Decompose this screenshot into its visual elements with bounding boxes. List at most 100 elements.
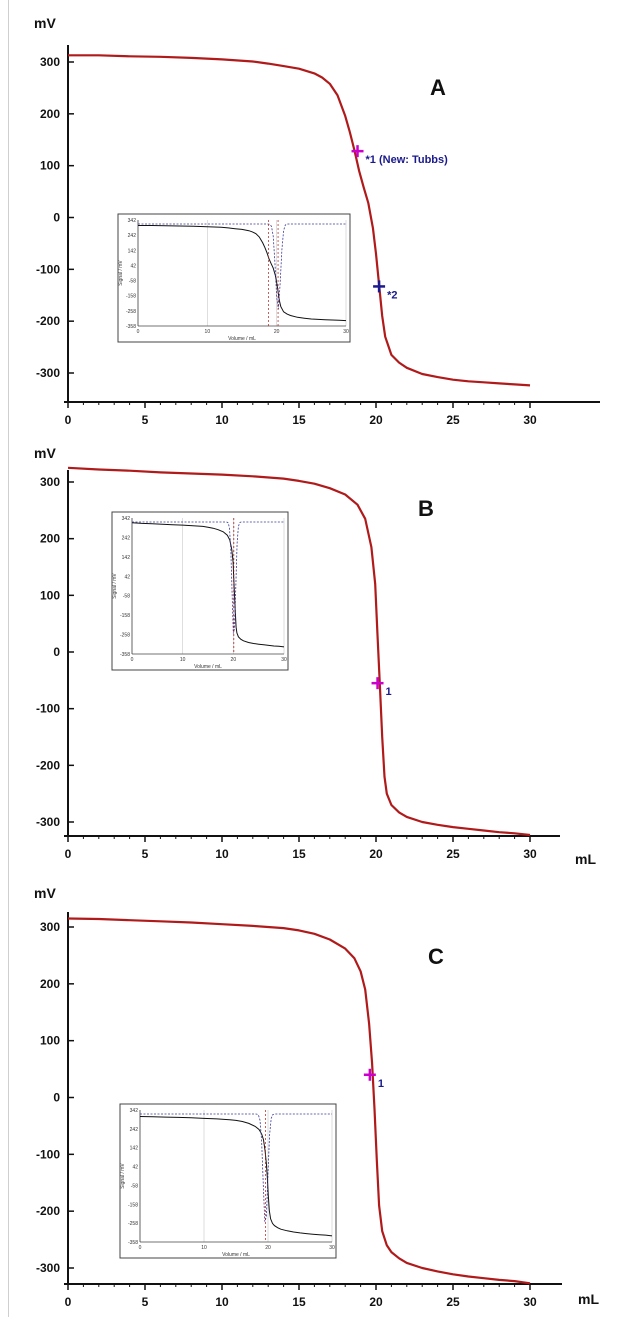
inset-titration-curve: [139, 1116, 333, 1237]
y-tick-label: 300: [40, 475, 60, 489]
titration-curve: [67, 917, 531, 1285]
inset-y-tick-label: 242: [128, 233, 137, 239]
x-tick-label: 10: [215, 413, 229, 427]
inset-y-tick-label: 42: [132, 1165, 138, 1171]
panel-label: C: [428, 944, 444, 969]
x-axis-unit-label: mL: [578, 1291, 599, 1307]
inset-y-tick-label: -358: [126, 324, 136, 330]
inset-y-tick-label: -358: [128, 1240, 138, 1246]
inset-x-tick-label: 30: [343, 329, 349, 335]
x-tick-label: 20: [369, 847, 383, 861]
titration-chart-b: mV mL 300 200 100 0 -100 -200 -300 0 5 10 15 20 25 30 B 0…: [0, 430, 618, 870]
y-tick-label: 300: [40, 55, 60, 69]
inset-y-tick-label: -58: [131, 1183, 138, 1189]
x-tick-label: 25: [446, 847, 460, 861]
x-tick-label: 0: [65, 847, 72, 861]
y-tick-label: 100: [40, 1034, 60, 1048]
titration-curve: [67, 466, 531, 837]
panel-label: B: [418, 496, 434, 521]
inset-y-tick-label: -58: [123, 594, 130, 600]
y-tick-label: -100: [36, 702, 60, 716]
y-tick-label: 300: [40, 920, 60, 934]
y-tick-label: -100: [36, 262, 60, 276]
x-tick-label: 0: [65, 1295, 72, 1309]
inset-derivative-curve: [140, 1113, 332, 1222]
inset-y-tick-label: 42: [130, 263, 136, 269]
inset-y-tick-label: -258: [126, 309, 136, 315]
x-tick-label: 5: [142, 413, 149, 427]
x-tick-label: 15: [292, 1295, 306, 1309]
chart-c-svg: mV mL 300 200 100 0 -100 -200 -300 0 5 10 15 20 25 30 C 0…: [34, 885, 599, 1309]
endpoint-marker-label: *1 (New: Tubbs): [366, 154, 449, 166]
endpoint-marker-label: 1: [386, 686, 392, 698]
inset-frame: [111, 511, 289, 671]
inset-x-axis-label: Volume / mL: [194, 664, 222, 670]
inset-y-tick-label: -258: [128, 1221, 138, 1227]
y-axis-unit-label: mV: [34, 885, 56, 901]
titration-curve: [68, 54, 531, 387]
y-tick-label: 0: [53, 1091, 60, 1105]
inset-y-tick-label: 142: [128, 248, 137, 254]
inset-y-tick-label: 342: [130, 1108, 139, 1114]
inset-x-tick-label: 0: [137, 329, 140, 335]
x-tick-label: 20: [369, 413, 383, 427]
inset-titration-curve: [131, 522, 285, 648]
inset-x-axis-label: Volume / mL: [222, 1252, 250, 1258]
inset-x-tick-label: 10: [201, 1245, 207, 1251]
y-axis-unit-label: mV: [34, 15, 56, 31]
inset-x-tick-label: 20: [265, 1245, 271, 1251]
inset-x-tick-label: 30: [329, 1245, 335, 1251]
y-tick-label: -200: [36, 314, 60, 328]
x-tick-label: 20: [369, 1295, 383, 1309]
y-tick-label: 100: [40, 588, 60, 602]
inset-y-tick-label: 42: [124, 574, 130, 580]
x-tick-label: 5: [142, 847, 149, 861]
y-tick-label: -300: [36, 815, 60, 829]
y-tick-label: -200: [36, 758, 60, 772]
inset-y-tick-label: -158: [126, 294, 136, 300]
left-border-line: [8, 0, 9, 1317]
y-tick-label: -300: [36, 366, 60, 380]
inset-y-tick-label: -258: [120, 633, 130, 639]
endpoint-marker-label: *2: [387, 289, 397, 301]
inset-x-tick-label: 0: [139, 1245, 142, 1251]
inset-x-tick-label: 20: [274, 329, 280, 335]
inset-y-tick-label: 142: [130, 1146, 139, 1152]
y-axis-unit-label: mV: [34, 445, 56, 461]
inset-y-tick-label: -58: [129, 279, 136, 285]
inset-titration-curve: [138, 225, 347, 322]
x-tick-label: 15: [292, 413, 306, 427]
inset-y-tick-label: 142: [122, 555, 131, 561]
x-axis-unit-label: mL: [575, 851, 596, 867]
x-tick-label: 10: [215, 847, 229, 861]
inset-y-tick-label: 242: [130, 1127, 139, 1133]
inset-x-tick-label: 10: [180, 657, 186, 663]
x-tick-label: 15: [292, 847, 306, 861]
inset-y-tick-label: 342: [128, 218, 137, 224]
x-tick-label: 30: [523, 847, 537, 861]
y-tick-label: -100: [36, 1147, 60, 1161]
chart-a-svg: mV 300 200 100 0 -100 -200 -300 0 5 10 15 20 25 30 A 0 10…: [34, 15, 600, 427]
titration-chart-c: mV mL 300 200 100 0 -100 -200 -300 0 5 10 15 20 25 30 C 0…: [0, 870, 618, 1317]
x-tick-label: 5: [142, 1295, 149, 1309]
x-tick-label: 10: [215, 1295, 229, 1309]
inset-y-tick-label: -358: [120, 652, 130, 658]
y-tick-label: -200: [36, 1204, 60, 1218]
inset-x-tick-label: 0: [131, 657, 134, 663]
inset-x-tick-label: 10: [205, 329, 211, 335]
x-tick-label: 30: [523, 1295, 537, 1309]
inset-derivative-curve: [132, 521, 284, 634]
x-tick-label: 0: [65, 413, 72, 427]
panel-label: A: [430, 75, 446, 100]
chart-b-svg: mV mL 300 200 100 0 -100 -200 -300 0 5 10 15 20 25 30 B 0…: [34, 445, 596, 867]
endpoint-marker-label: 1: [378, 1078, 384, 1090]
inset-y-tick-label: -158: [128, 1202, 138, 1208]
y-tick-label: 0: [53, 211, 60, 225]
y-tick-label: 0: [53, 645, 60, 659]
y-tick-label: 200: [40, 977, 60, 991]
inset-x-tick-label: 20: [231, 657, 237, 663]
x-tick-label: 30: [523, 413, 537, 427]
y-tick-label: 100: [40, 159, 60, 173]
inset-y-tick-label: 342: [122, 516, 131, 522]
inset-y-axis-label: Signal / mV: [118, 260, 124, 286]
